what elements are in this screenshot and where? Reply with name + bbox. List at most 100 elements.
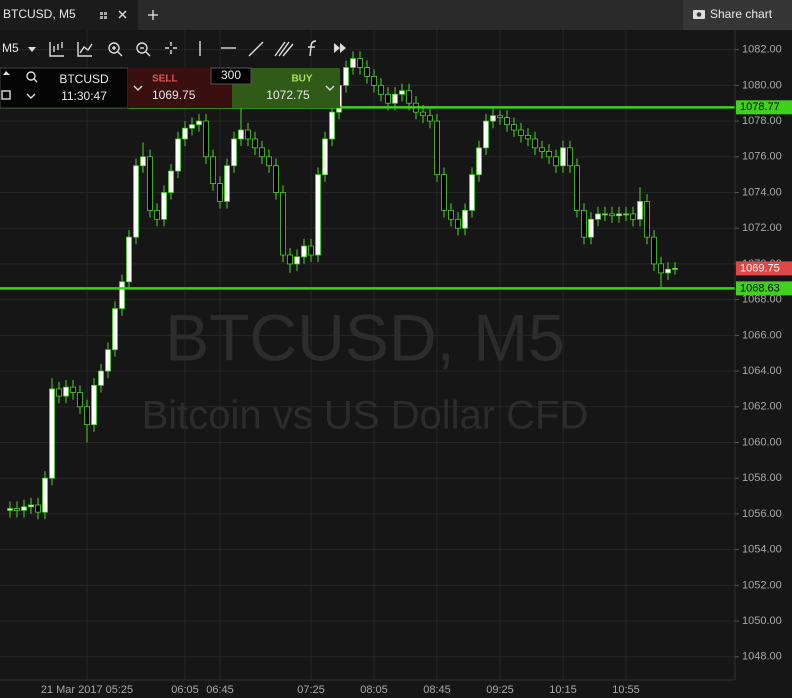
candle-body [658, 263, 664, 274]
candle-body [210, 156, 216, 184]
current-price-bg [736, 261, 792, 276]
candle-body [196, 120, 202, 126]
tool-chart-type[interactable] [77, 42, 93, 57]
trade-panel [0, 67, 129, 109]
price-axis-bg [735, 30, 792, 680]
time-axis-bg [0, 680, 735, 698]
candle-body [231, 138, 237, 167]
candle-body [42, 477, 48, 513]
candle-body [56, 388, 62, 397]
candle-body [259, 147, 265, 158]
candle-body [672, 267, 678, 270]
candle-body [616, 213, 622, 217]
candle-body [490, 115, 496, 122]
tool-indicators[interactable] [49, 42, 64, 57]
toolbar [49, 40, 346, 57]
candle-body [7, 508, 13, 511]
watermark-title: BTCUSD, M5 [165, 300, 565, 374]
x-tick-label: 10:15 [549, 684, 577, 696]
candle-body [609, 213, 615, 217]
sell-dropdown[interactable] [133, 85, 143, 91]
buy-price[interactable]: 1072.75 [266, 88, 310, 102]
tool-fibonacci[interactable] [308, 40, 317, 57]
candle-body [525, 134, 531, 140]
amount[interactable]: 300 [221, 68, 241, 82]
new-tab[interactable] [148, 10, 158, 20]
tool-crosshair[interactable] [165, 42, 177, 54]
tab[interactable] [0, 0, 138, 30]
y-tick-label: 1076.00 [742, 151, 782, 163]
candle-body [665, 268, 671, 274]
camera-icon[interactable] [693, 10, 705, 19]
tool-more[interactable] [334, 43, 346, 53]
y-tick-label: 1074.00 [742, 186, 782, 198]
candle-body [49, 388, 55, 479]
tool-trend-line[interactable] [248, 41, 264, 57]
y-tick-label: 1062.00 [742, 401, 782, 413]
buy-label[interactable]: BUY [291, 74, 312, 85]
tab-grid-icon[interactable] [100, 12, 107, 19]
x-tick-label: 06:05 [171, 684, 199, 696]
candle-body [637, 201, 643, 220]
candle-body [189, 124, 195, 129]
axes: 1048.00 1050.00 1052.00 1054.00 1056.00 1058.… [41, 44, 782, 696]
share-label[interactable]: Share chart [710, 7, 773, 21]
candle-body [126, 236, 132, 283]
candle-body [420, 111, 426, 117]
candle-body [518, 129, 524, 136]
candle-body [581, 209, 587, 238]
candle-body [21, 506, 27, 511]
x-tick-label: 06:45 [206, 684, 234, 696]
candle-body [469, 174, 475, 211]
y-tick-label: 1068.00 [742, 294, 782, 306]
panel-symbol: BTCUSD [59, 72, 109, 86]
candle-body [266, 156, 272, 167]
candle-body [343, 67, 349, 86]
panel-icons[interactable] [1, 71, 38, 100]
sell-price[interactable]: 1069.75 [152, 88, 196, 102]
candles [7, 51, 678, 520]
candle-body [287, 254, 293, 265]
candle-body [161, 192, 167, 220]
candle-body [280, 192, 286, 256]
candle-body [385, 93, 391, 104]
tool-zoom-out[interactable] [136, 42, 151, 57]
y-tick-label: 1056.00 [742, 508, 782, 520]
candle-body [224, 165, 230, 202]
amount-box[interactable] [210, 67, 252, 85]
candle-body [476, 147, 482, 176]
x-tick-label: 08:05 [360, 684, 388, 696]
candle-body [441, 174, 447, 211]
candle-body [14, 508, 20, 511]
candle-body [147, 156, 153, 211]
candle-body [427, 115, 433, 122]
y-tick-label: 1082.00 [742, 44, 782, 56]
candle-body [539, 147, 545, 152]
candle-body [497, 115, 503, 118]
level-label-bg [736, 100, 792, 115]
tool-zoom-in[interactable] [108, 42, 123, 57]
candle-body [301, 245, 307, 258]
buy-dropdown[interactable] [325, 85, 335, 91]
candle-body [175, 138, 181, 172]
timeframe[interactable]: M5 [2, 41, 19, 55]
candle-body [378, 84, 384, 95]
candle-body [98, 370, 104, 386]
candle-body [238, 129, 244, 140]
candle-body [406, 90, 412, 104]
candle-body [553, 156, 559, 167]
y-tick-label: 1072.00 [742, 222, 782, 234]
candle-body [644, 201, 650, 238]
candle-body [322, 138, 328, 176]
candle-body [105, 349, 111, 372]
tool-channel[interactable] [274, 41, 294, 57]
sell-label[interactable]: SELL [152, 74, 178, 85]
timeframe-dropdown[interactable] [28, 47, 36, 52]
candle-body [182, 127, 188, 140]
x-tick-label: 07:25 [297, 684, 325, 696]
tab-title[interactable]: BTCUSD, M5 [3, 7, 76, 21]
x-tick-label: 08:45 [423, 684, 451, 696]
tab-close[interactable] [118, 10, 127, 19]
y-tick-label: 1066.00 [742, 329, 782, 341]
